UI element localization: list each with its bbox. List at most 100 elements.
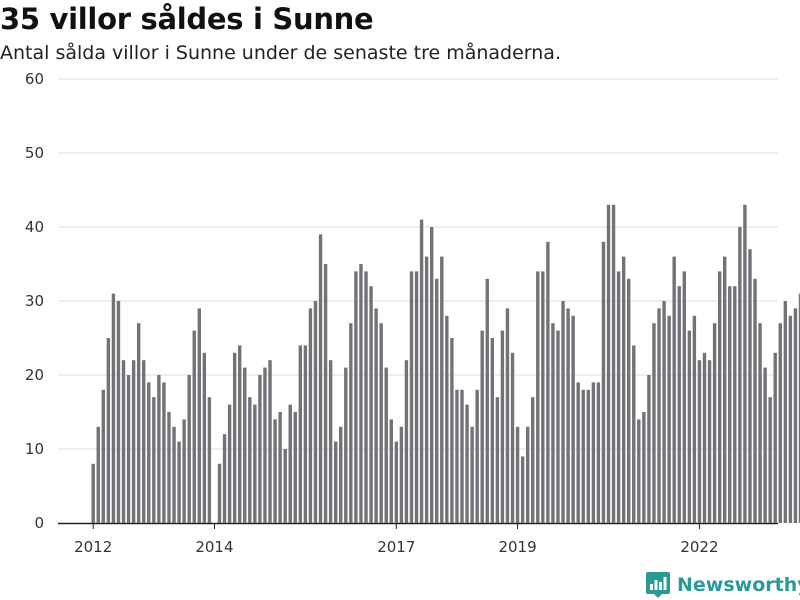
- x-tick-label: 2017: [377, 538, 415, 556]
- bar: [571, 315, 575, 523]
- bar: [248, 397, 252, 523]
- bar: [293, 412, 297, 523]
- bar: [576, 382, 580, 523]
- bar: [409, 271, 414, 523]
- bar: [116, 301, 121, 523]
- bar: [475, 389, 479, 523]
- bar: [541, 271, 545, 523]
- bar: [227, 404, 232, 523]
- bar: [136, 323, 141, 523]
- bar: [101, 389, 105, 523]
- bar: [637, 419, 641, 523]
- bar: [788, 315, 793, 523]
- bar: [91, 463, 95, 523]
- bar: [455, 389, 459, 523]
- bar: [172, 426, 176, 523]
- bar: [642, 412, 646, 523]
- x-tick-label: 2019: [498, 538, 536, 556]
- bar: [435, 278, 439, 523]
- bars: [91, 204, 800, 524]
- bar: [187, 375, 191, 523]
- bar: [379, 323, 383, 523]
- bar: [283, 449, 287, 523]
- bar: [217, 463, 222, 523]
- bar: [222, 434, 227, 523]
- bar: [758, 323, 762, 523]
- bar: [354, 271, 358, 523]
- bar: [768, 397, 772, 523]
- bar: [323, 264, 328, 523]
- bar: [339, 426, 343, 523]
- bar: [192, 330, 196, 523]
- bar: [632, 345, 636, 523]
- bar: [672, 256, 676, 523]
- bar: [601, 241, 606, 524]
- bar: [495, 397, 500, 523]
- x-axis-ticks: 201220142017201920222024: [74, 523, 719, 556]
- bar: [460, 389, 464, 523]
- bar: [662, 301, 666, 523]
- bar: [596, 382, 601, 523]
- y-tick-label: 10: [25, 440, 44, 458]
- bar: [561, 301, 565, 523]
- bar: [298, 345, 303, 523]
- bar: [465, 404, 469, 523]
- bar: [374, 308, 378, 523]
- bar: [606, 204, 611, 524]
- bar: [273, 419, 277, 523]
- bar: [551, 323, 555, 523]
- brand-name: Newsworthy: [677, 574, 800, 596]
- bar: [753, 278, 757, 523]
- bar: [96, 426, 100, 523]
- bar: [414, 271, 419, 523]
- bar: [197, 308, 201, 523]
- bar: [627, 278, 631, 523]
- bar: [531, 397, 535, 523]
- bar: [429, 227, 434, 523]
- x-tick-label: 2012: [74, 538, 112, 556]
- bar: [485, 278, 489, 523]
- bar: [763, 367, 767, 523]
- bar: [652, 323, 656, 523]
- bar: [334, 441, 338, 523]
- bar: [697, 360, 702, 523]
- bar: [268, 360, 272, 523]
- bar: [399, 426, 404, 523]
- bar: [692, 315, 697, 523]
- bar: [581, 389, 585, 523]
- bar: [157, 375, 161, 523]
- bar: [702, 352, 707, 523]
- y-tick-label: 40: [25, 218, 44, 236]
- bar: [238, 345, 242, 523]
- bar: [232, 352, 237, 523]
- bar: [419, 219, 424, 523]
- bar: [445, 315, 449, 523]
- newsworthy-logo: Newsworthy: [645, 570, 800, 600]
- bar: [152, 397, 156, 523]
- bar: [177, 441, 181, 523]
- bar: [364, 271, 368, 523]
- bar: [384, 367, 388, 523]
- bar: [243, 367, 247, 523]
- bar: [520, 456, 525, 523]
- bar: [126, 375, 131, 523]
- bar: [258, 375, 262, 523]
- bar: [182, 419, 186, 523]
- bar: [707, 360, 712, 523]
- bar: [440, 256, 444, 523]
- x-tick-label: 2022: [680, 538, 718, 556]
- y-tick-label: 60: [25, 70, 44, 88]
- bar: [591, 382, 596, 523]
- chart-subtitle: Antal sålda villor i Sunne under de sena…: [0, 42, 561, 64]
- bar: [369, 286, 373, 523]
- y-tick-label: 30: [25, 292, 44, 310]
- bar: [147, 382, 151, 523]
- bar: [738, 227, 742, 523]
- bar: [389, 419, 393, 523]
- bar: [793, 308, 798, 523]
- bar: [611, 204, 616, 524]
- bar: [647, 375, 651, 523]
- bar: [717, 271, 722, 523]
- y-axis-labels: 0 10 20 30 40 50 60: [25, 70, 44, 532]
